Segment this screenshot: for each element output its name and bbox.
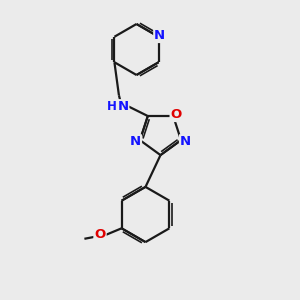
Text: O: O — [171, 108, 182, 121]
Text: N: N — [180, 135, 191, 148]
Text: N: N — [154, 29, 165, 42]
Text: O: O — [94, 228, 106, 242]
Text: H: H — [107, 100, 117, 113]
Text: N: N — [130, 135, 141, 148]
Text: N: N — [117, 100, 128, 113]
